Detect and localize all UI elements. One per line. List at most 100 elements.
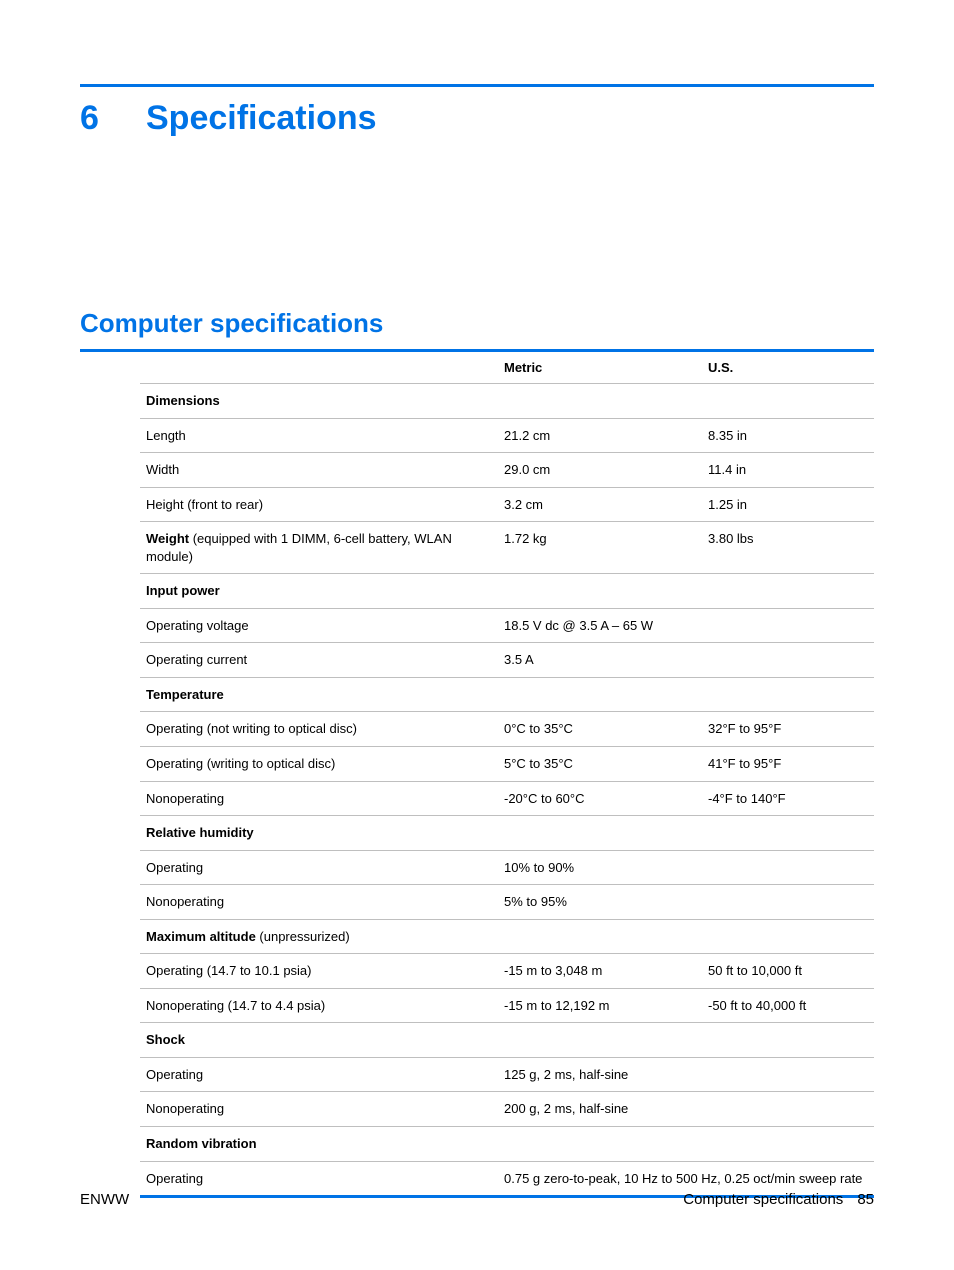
table-row: Nonoperating200 g, 2 ms, half-sine (140, 1092, 874, 1127)
table-cell-us (702, 1127, 874, 1162)
table-cell-label: Nonoperating (140, 781, 498, 816)
table-row: Length21.2 cm8.35 in (140, 418, 874, 453)
table-cell-metric: 1.72 kg (498, 522, 702, 574)
table-cell-us: 11.4 in (702, 453, 874, 488)
label-bold: Random vibration (146, 1136, 257, 1151)
section-heading: Computer specifications (80, 308, 874, 339)
label-bold: Shock (146, 1032, 185, 1047)
table-cell-us: 41°F to 95°F (702, 747, 874, 782)
table-cell-metric-span: 18.5 V dc @ 3.5 A – 65 W (498, 608, 874, 643)
table-row: Operating (not writing to optical disc)0… (140, 712, 874, 747)
page-footer: ENWW Computer specifications85 (80, 1191, 874, 1208)
table-cell-us (702, 1023, 874, 1058)
table-cell-label: Dimensions (140, 384, 498, 419)
table-row: Width29.0 cm11.4 in (140, 453, 874, 488)
label-bold: Dimensions (146, 393, 220, 408)
chapter-heading: 6Specifications (80, 99, 874, 138)
table-cell-us (702, 816, 874, 851)
table-cell-metric-span: 125 g, 2 ms, half-sine (498, 1057, 874, 1092)
table-cell-metric (498, 384, 702, 419)
table-cell-metric: -15 m to 12,192 m (498, 988, 702, 1023)
table-cell-label: Height (front to rear) (140, 487, 498, 522)
table-header-label (140, 352, 498, 384)
label-bold: Maximum altitude (146, 929, 256, 944)
table-cell-label: Shock (140, 1023, 498, 1058)
table-cell-metric-span: 10% to 90% (498, 850, 874, 885)
label-bold: Relative humidity (146, 825, 254, 840)
table-cell-label: Maximum altitude (unpressurized) (140, 919, 498, 954)
table-row: Dimensions (140, 384, 874, 419)
table-cell-label: Operating voltage (140, 608, 498, 643)
table-cell-label: Length (140, 418, 498, 453)
table-cell-label: Relative humidity (140, 816, 498, 851)
table-row: Relative humidity (140, 816, 874, 851)
table-cell-metric: 0°C to 35°C (498, 712, 702, 747)
chapter-number: 6 (80, 99, 146, 138)
table-row: Input power (140, 574, 874, 609)
table-cell-label: Operating (140, 1057, 498, 1092)
table-row: Maximum altitude (unpressurized) (140, 919, 874, 954)
label-rest: (unpressurized) (256, 929, 350, 944)
table-cell-us: -4°F to 140°F (702, 781, 874, 816)
table-cell-metric (498, 1127, 702, 1162)
table-cell-metric: 3.2 cm (498, 487, 702, 522)
table-header-metric: Metric (498, 352, 702, 384)
table-cell-metric (498, 574, 702, 609)
table-cell-metric: 29.0 cm (498, 453, 702, 488)
table-row: Operating voltage18.5 V dc @ 3.5 A – 65 … (140, 608, 874, 643)
table-cell-label: Input power (140, 574, 498, 609)
table-cell-metric (498, 816, 702, 851)
chapter-top-rule (80, 84, 874, 87)
table-cell-metric: 21.2 cm (498, 418, 702, 453)
table-row: Nonoperating5% to 95% (140, 885, 874, 920)
table-cell-us (702, 677, 874, 712)
table-cell-us (702, 919, 874, 954)
table-row: Weight (equipped with 1 DIMM, 6-cell bat… (140, 522, 874, 574)
table-cell-metric: -15 m to 3,048 m (498, 954, 702, 989)
table-cell-label: Operating (140, 850, 498, 885)
table-cell-label: Operating (14.7 to 10.1 psia) (140, 954, 498, 989)
table-row: Operating125 g, 2 ms, half-sine (140, 1057, 874, 1092)
table-cell-metric (498, 1023, 702, 1058)
table-cell-us: 1.25 in (702, 487, 874, 522)
table-cell-us: 50 ft to 10,000 ft (702, 954, 874, 989)
table-cell-us: 3.80 lbs (702, 522, 874, 574)
table-cell-label: Weight (equipped with 1 DIMM, 6-cell bat… (140, 522, 498, 574)
table-cell-metric-span: 200 g, 2 ms, half-sine (498, 1092, 874, 1127)
footer-section-label: Computer specifications (683, 1191, 843, 1208)
spec-table: Metric U.S. Dimensions Length21.2 cm8.35 … (140, 352, 874, 1198)
table-cell-label: Operating (writing to optical disc) (140, 747, 498, 782)
table-cell-label: Temperature (140, 677, 498, 712)
table-row: Height (front to rear)3.2 cm1.25 in (140, 487, 874, 522)
table-cell-us: 32°F to 95°F (702, 712, 874, 747)
table-row: Temperature (140, 677, 874, 712)
table-cell-label: Nonoperating (140, 885, 498, 920)
label-bold: Input power (146, 583, 220, 598)
footer-right: Computer specifications85 (683, 1191, 874, 1208)
table-row: Operating current3.5 A (140, 643, 874, 678)
table-cell-label: Width (140, 453, 498, 488)
table-cell-metric-span: 3.5 A (498, 643, 874, 678)
table-cell-metric-span: 5% to 95% (498, 885, 874, 920)
table-cell-label: Operating (not writing to optical disc) (140, 712, 498, 747)
table-row: Nonoperating-20°C to 60°C-4°F to 140°F (140, 781, 874, 816)
table-row: Nonoperating (14.7 to 4.4 psia)-15 m to … (140, 988, 874, 1023)
table-row: Random vibration (140, 1127, 874, 1162)
table-cell-label: Nonoperating (140, 1092, 498, 1127)
table-cell-metric (498, 919, 702, 954)
table-row: Shock (140, 1023, 874, 1058)
table-cell-us (702, 574, 874, 609)
table-row: Operating (14.7 to 10.1 psia)-15 m to 3,… (140, 954, 874, 989)
table-header-row: Metric U.S. (140, 352, 874, 384)
table-cell-us: 8.35 in (702, 418, 874, 453)
table-cell-label: Random vibration (140, 1127, 498, 1162)
label-rest: (equipped with 1 DIMM, 6-cell battery, W… (146, 531, 452, 564)
footer-left: ENWW (80, 1191, 129, 1208)
label-bold: Weight (146, 531, 189, 546)
table-cell-us: -50 ft to 40,000 ft (702, 988, 874, 1023)
table-row: Operating10% to 90% (140, 850, 874, 885)
table-cell-label: Nonoperating (14.7 to 4.4 psia) (140, 988, 498, 1023)
table-cell-metric: -20°C to 60°C (498, 781, 702, 816)
label-bold: Temperature (146, 687, 224, 702)
table-row: Operating (writing to optical disc)5°C t… (140, 747, 874, 782)
